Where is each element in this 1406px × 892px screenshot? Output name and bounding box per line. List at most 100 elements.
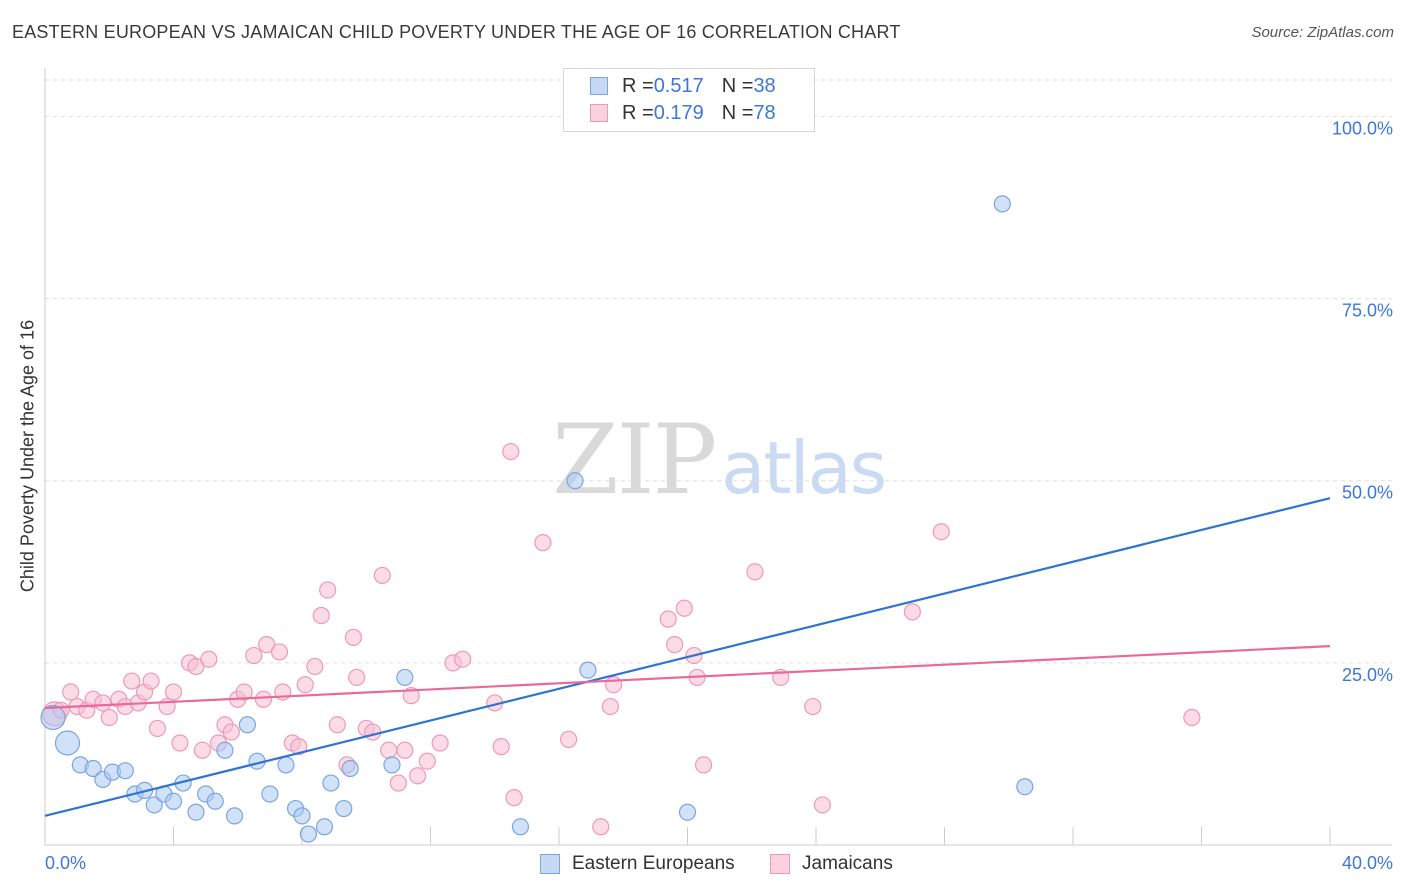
jamaicans-point — [148, 719, 167, 738]
legend-row-eastern-europeans: R = 0.517 N = 38 — [590, 74, 776, 98]
eastern-europeans-point — [40, 704, 66, 731]
watermark-zip: ZIP — [552, 404, 717, 516]
jamaicans-point — [296, 676, 314, 694]
jamaicans-point — [142, 672, 160, 690]
x-tick-label: 40.0% — [1342, 853, 1393, 873]
watermark: ZIPatlas — [552, 404, 887, 516]
jamaicans-point — [193, 741, 212, 759]
eastern-europeans-point — [566, 472, 584, 490]
jamaicans-point — [1183, 708, 1201, 727]
legend-swatch-blue — [590, 77, 608, 95]
jamaicans-point — [666, 636, 684, 654]
jamaicans-point — [903, 603, 921, 621]
y-tick-label: 50.0% — [1342, 483, 1393, 503]
jamaicans-point — [505, 789, 523, 807]
eastern-europeans-point — [396, 668, 414, 687]
jamaicans-point — [235, 683, 253, 701]
jamaicans-point — [164, 683, 183, 701]
legend-row-jamaicans: R = 0.179 N = 78 — [590, 101, 776, 125]
x-tick-label: 0.0% — [45, 853, 86, 873]
jamaicans-point — [328, 716, 346, 734]
data-points — [40, 195, 1201, 843]
watermark-atlas: atlas — [721, 426, 887, 510]
jamaicans-point — [932, 523, 950, 541]
jamaicans-point — [431, 734, 449, 752]
bottom-legend-label: Jamaicans — [802, 853, 893, 874]
eastern-europeans-point — [145, 796, 163, 814]
eastern-europeans-point — [293, 807, 311, 825]
jamaicans-point — [312, 606, 330, 625]
eastern-europeans-point — [206, 792, 224, 810]
jamaicans-point — [254, 690, 273, 708]
bottom-legend-label: Eastern Europeans — [572, 853, 735, 874]
eastern-europeans-point — [678, 803, 697, 821]
jamaicans-point — [813, 796, 832, 814]
jamaicans-point — [659, 610, 677, 628]
jamaicans-point — [245, 646, 263, 665]
eastern-europeans-point — [315, 818, 334, 836]
jamaicans-point — [344, 628, 362, 646]
jamaicans-point — [675, 599, 693, 617]
eastern-europeans-point — [335, 799, 353, 818]
jamaicans-point — [534, 534, 552, 552]
jamaicans-point — [270, 643, 289, 661]
eastern-europeans-point — [341, 759, 359, 778]
jamaicans-point — [409, 767, 427, 785]
y-tick-label: 100.0% — [1332, 118, 1393, 138]
source-label: Source: ZipAtlas.com — [1251, 24, 1394, 41]
jamaicans-point — [200, 650, 218, 668]
eastern-europeans-point — [322, 774, 340, 792]
jamaicans-point — [364, 723, 382, 741]
jamaicans-point — [123, 672, 141, 690]
y-tick-label: 25.0% — [1342, 665, 1393, 685]
legend-r-label: R = — [622, 101, 654, 124]
legend-r-value: 0.517 — [653, 74, 704, 97]
eastern-europeans-trend-line — [44, 497, 1331, 817]
jamaicans-point — [502, 442, 520, 461]
jamaicans-point — [258, 636, 276, 654]
jamaicans-point — [100, 708, 118, 727]
jamaicans-trend-line — [44, 645, 1331, 710]
jamaicans-point — [306, 657, 324, 676]
eastern-europeans-point — [84, 759, 102, 778]
eastern-europeans-point — [164, 792, 183, 810]
eastern-europeans-point — [579, 661, 597, 679]
eastern-europeans-point — [277, 756, 295, 774]
legend-n-label: N = — [721, 101, 754, 124]
chart-title: EASTERN EUROPEAN VS JAMAICAN CHILD POVER… — [12, 22, 901, 42]
eastern-europeans-point — [187, 803, 205, 821]
eastern-europeans-point — [238, 716, 256, 734]
eastern-europeans-point — [216, 741, 234, 759]
eastern-europeans-point — [511, 818, 530, 836]
eastern-europeans-point — [225, 807, 244, 825]
jamaicans-point — [290, 738, 308, 756]
jamaicans-point — [560, 730, 578, 748]
y-axis-label: Child Poverty Under the Age of 16 — [17, 319, 38, 593]
jamaicans-point — [592, 818, 610, 836]
jamaicans-point — [373, 566, 391, 585]
legend-n-value: 78 — [753, 101, 776, 124]
jamaicans-point — [94, 694, 112, 712]
jamaicans-point — [389, 774, 407, 792]
bottom-legend-swatch-blue — [540, 854, 560, 874]
jamaicans-point — [694, 756, 713, 774]
legend-swatch-pink — [590, 104, 608, 122]
bottom-legend-eastern-europeans: Eastern Europeans — [540, 852, 735, 876]
jamaicans-point — [222, 723, 240, 741]
y-tick-label: 75.0% — [1342, 301, 1393, 321]
jamaicans-point — [605, 676, 623, 694]
jamaicans-point — [171, 734, 189, 752]
correlation-legend: R = 0.517 N = 38 R = 0.179 N = 78 — [563, 68, 815, 132]
trend-lines — [44, 497, 1331, 817]
jamaicans-point — [601, 697, 620, 716]
legend-n-label: N = — [721, 74, 754, 97]
jamaicans-point — [319, 581, 337, 599]
legend-r-value: 0.179 — [653, 101, 704, 124]
jamaicans-point — [418, 752, 436, 770]
eastern-europeans-point — [1016, 778, 1034, 796]
eastern-europeans-point — [116, 762, 134, 780]
legend-n-value: 38 — [753, 74, 776, 97]
jamaicans-point — [454, 650, 472, 668]
bottom-legend-jamaicans: Jamaicans — [770, 852, 893, 876]
